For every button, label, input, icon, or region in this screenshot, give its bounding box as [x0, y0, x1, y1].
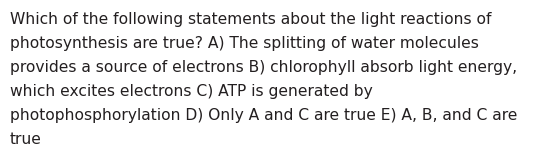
- Text: which excites electrons C) ATP is generated by: which excites electrons C) ATP is genera…: [10, 84, 373, 99]
- Text: provides a source of electrons B) chlorophyll absorb light energy,: provides a source of electrons B) chloro…: [10, 60, 517, 75]
- Text: Which of the following statements about the light reactions of: Which of the following statements about …: [10, 12, 492, 27]
- Text: photophosphorylation D) Only A and C are true E) A, B, and C are: photophosphorylation D) Only A and C are…: [10, 108, 517, 123]
- Text: true: true: [10, 132, 42, 147]
- Text: photosynthesis are true? A) The splitting of water molecules: photosynthesis are true? A) The splittin…: [10, 36, 479, 51]
